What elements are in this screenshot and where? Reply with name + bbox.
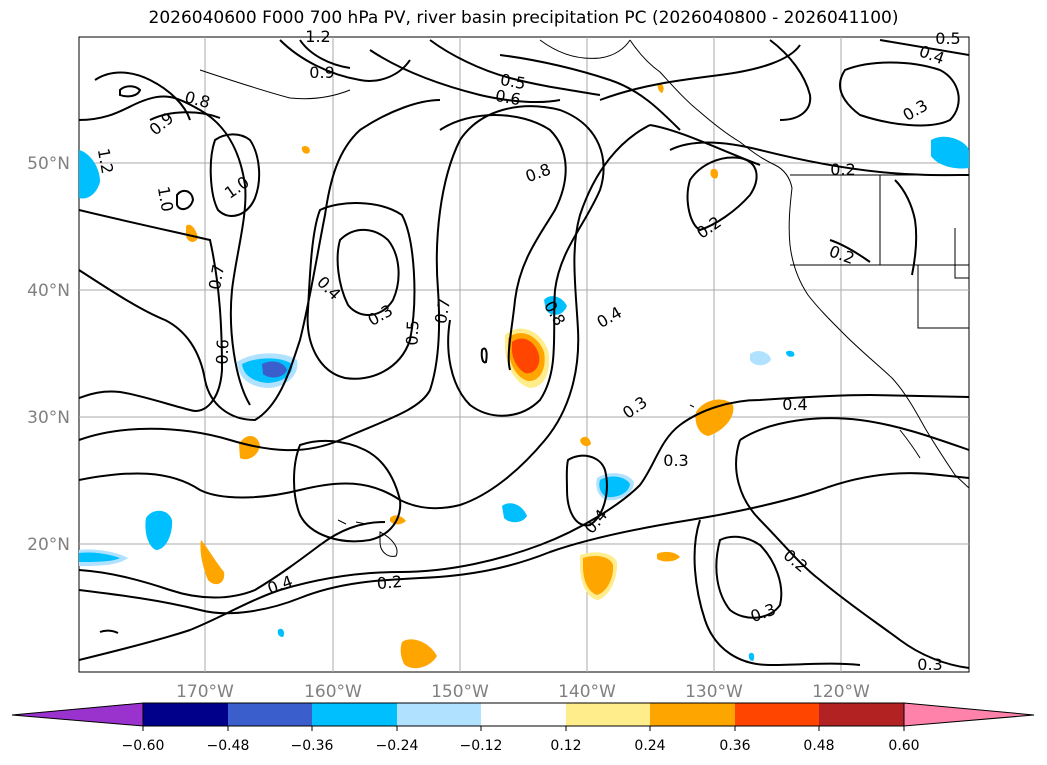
colorbar-segment [735,703,819,726]
precip-positive-area [186,224,198,242]
contour-label: 1.2 [305,27,330,46]
lat-labels: 50°N 40°N 30°N 20°N [27,154,70,555]
precip-negative-area [786,350,795,357]
precip-positive-area [695,399,734,436]
colorbar-tick-label: 0.12 [550,738,581,754]
colorbar-segment [481,703,566,726]
lat-label-20: 20°N [27,535,70,555]
precip-positive-area [657,551,680,562]
lon-label-150w: 150°W [431,682,489,702]
contour-label: 0.5 [499,70,527,93]
lon-label-170w: 170°W [176,682,234,702]
precip-negative-area [145,510,173,550]
lon-label-120w: 120°W [812,682,870,702]
contour-label: 0.5 [935,29,960,48]
contour-label: 0.6 [213,339,233,365]
contour-label: 0.2 [830,160,855,179]
contour-label: 0.7 [205,263,228,291]
colorbar-segment [312,703,397,726]
contour-label: 0.7 [431,297,454,325]
precip-negative-area [544,296,567,315]
precip-negative-area [931,136,969,169]
colorbar-tick-label: 0.48 [803,738,834,754]
lat-label-30: 30°N [27,408,70,428]
colorbar-tick-label: −0.12 [460,738,503,754]
lon-labels: 170°W 160°W 150°W 140°W 130°W 120°W [176,682,870,702]
precip-positive-area [301,145,310,154]
contour-label: 0.3 [917,655,942,674]
contour-label: 0.4 [782,395,807,414]
colorbar-tick-label: 0.36 [719,738,750,754]
precip-positive-area [400,639,437,669]
colorbar-segment [228,703,312,726]
precip-negative-area [502,503,527,523]
precip-positive-area [390,515,406,525]
lat-label-40: 40°N [27,281,70,301]
precip-negative-area [748,652,755,661]
colorbar-max-extend [903,702,1035,727]
contour-label: 1.0 [154,185,177,213]
precip-positive-area [657,83,664,93]
precip-shading [79,83,969,669]
map-title: 2026040600 F000 700 hPa PV, river basin … [148,8,899,28]
precip-positive-area [200,540,225,585]
precip-strong-positive-area [511,338,540,374]
contour-label: 0.2 [376,572,403,593]
colorbar-segment [819,703,904,726]
precip-positive-area [580,436,591,447]
colorbar-segment [566,703,650,726]
lon-label-130w: 130°W [685,682,743,702]
contour-label: 0.3 [663,451,688,470]
lon-label-160w: 160°W [304,682,362,702]
colorbar-segment [397,703,481,726]
colorbar-tick-label: −0.24 [376,738,419,754]
colorbar-tick-label: −0.48 [207,738,250,754]
colorbar-segment [650,703,735,726]
precip-positive-area [239,435,260,460]
precip-positive-area [710,168,719,179]
lon-label-140w: 140°W [558,682,616,702]
colorbar-tick-label: 0.24 [634,738,665,754]
contour-label: 1.2 [94,147,117,175]
colorbar-tick-label: 0.60 [888,738,919,754]
colorbar-tick-label: −0.36 [291,738,334,754]
colorbar-min-extend [11,702,144,727]
precip-negative-area [79,150,100,199]
precip-strong-negative-area [262,361,287,378]
pv-contours [79,39,969,669]
colorbar: −0.60 −0.48 −0.36 −0.24 −0.12 0.12 0.24 … [11,702,1035,754]
lat-label-50: 50°N [27,154,70,174]
colorbar-segment [143,703,228,726]
precip-negative-area [277,628,285,637]
contour-label: 0.5 [403,320,423,346]
precip-negative-area [79,552,120,562]
precip-positive-area [583,556,614,595]
colorbar-tick-label: −0.60 [122,738,165,754]
precip-negative-area [750,351,771,366]
contour-label: 0.6 [494,86,522,109]
contour-label: 0.9 [309,63,334,82]
coastlines [199,39,969,557]
